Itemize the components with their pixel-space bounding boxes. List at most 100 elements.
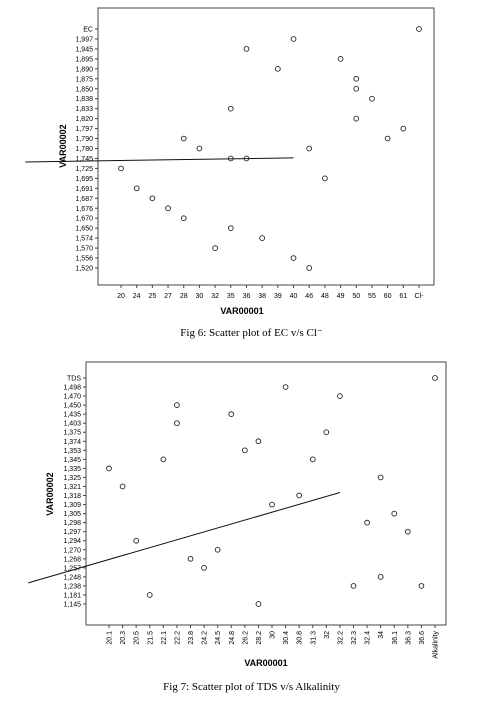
- x-tick-label: Alkalinity: [433, 631, 440, 659]
- x-axis-label: VAR00001: [244, 658, 287, 668]
- x-tick-label: 22.2: [174, 631, 181, 645]
- figure-ec-vs-cl: 1,520 1,556 1,570 1,574 1,650 1,670 1,676 1,687…: [0, 0, 503, 350]
- data-point: [416, 26, 422, 32]
- x-tick-label: 61: [399, 293, 407, 300]
- y-tick-label: 1,850: [75, 86, 93, 93]
- data-point: [400, 125, 407, 132]
- data-point: [133, 537, 140, 544]
- x-tick-label: 49: [337, 293, 345, 300]
- data-point: [282, 384, 289, 390]
- y-tick-label: 1,450: [63, 403, 81, 410]
- x-tick-label: 40: [290, 293, 298, 300]
- x-tick-label: 32: [211, 293, 219, 300]
- data-point: [274, 65, 281, 72]
- data-point: [322, 175, 328, 182]
- y-tick-label: 1,695: [75, 176, 93, 183]
- data-point: [309, 456, 316, 463]
- data-point: [228, 411, 235, 418]
- data-point: [391, 510, 398, 517]
- data-point: [201, 564, 207, 571]
- x-tick-label: 32.3: [351, 631, 358, 645]
- data-point: [118, 165, 124, 172]
- data-point: [353, 75, 360, 82]
- x-tick-label: 36: [243, 293, 251, 300]
- y-tick-label: 1,520: [75, 266, 93, 273]
- y-tick-label: 1,335: [63, 466, 81, 473]
- scatter-chart-ec-cl: 1,520 1,556 1,570 1,574 1,650 1,670 1,676 1,687…: [25, 7, 435, 316]
- x-tick-label: 35: [227, 293, 235, 300]
- data-point: [377, 574, 384, 580]
- x-tick-label: 27: [164, 293, 172, 300]
- data-point: [214, 546, 221, 553]
- y-axis-ticks: 1,145 1,181 1,238 1,248 1,257 1,268 1,270 1,294…: [63, 376, 86, 609]
- data-point: [364, 519, 370, 526]
- data-point: [259, 235, 266, 241]
- data-point: [212, 245, 218, 251]
- x-tick-label: 36.3: [405, 631, 412, 645]
- fit-line-group: [28, 492, 341, 584]
- x-tick-label: 31.3: [310, 631, 317, 645]
- y-tick-label: 1,309: [63, 502, 81, 509]
- x-tick-label: 46: [305, 293, 313, 300]
- x-tick-label: 48: [321, 293, 329, 300]
- y-tick-label: 1,650: [75, 226, 93, 233]
- x-tick-label: 20: [117, 293, 125, 300]
- x-tick-label: 24.2: [202, 631, 209, 645]
- x-tick-label: 34: [378, 631, 385, 639]
- x-tick-label: 38: [258, 293, 266, 300]
- y-axis-label: VAR00002: [58, 124, 68, 167]
- y-tick-label: 1,670: [75, 216, 93, 223]
- data-point: [174, 402, 180, 408]
- data-point: [432, 375, 438, 381]
- figure-tds-vs-alkalinity: 1,145 1,181 1,238 1,248 1,257 1,268 1,270 1,294…: [0, 350, 503, 698]
- y-tick-label: 1,997: [75, 36, 93, 43]
- figure-caption: Fig 7: Scatter plot of TDS v/s Alkalinit…: [163, 681, 340, 693]
- data-point: [119, 483, 126, 490]
- x-tick-label: 22.1: [161, 631, 168, 645]
- data-point: [337, 393, 343, 399]
- y-tick-label: 1,305: [63, 511, 81, 518]
- y-tick-label: 1,797: [75, 126, 93, 133]
- y-tick-label: 1,248: [63, 574, 81, 581]
- y-tick-label: 1,676: [75, 206, 93, 213]
- y-tick-label: 1,435: [63, 412, 81, 419]
- y-tick-label: 1,890: [75, 66, 93, 73]
- y-tick-label: 1,375: [63, 430, 81, 437]
- data-point: [350, 583, 357, 589]
- data-point: [353, 85, 360, 92]
- y-tick-label: 1,570: [75, 246, 93, 253]
- data-point: [227, 225, 234, 232]
- y-tick-label: TDS: [67, 376, 81, 383]
- x-tick-label: 55: [368, 293, 376, 300]
- x-tick-label: 23.8: [188, 631, 195, 645]
- x-tick-label: 30: [196, 293, 204, 300]
- data-point: [369, 95, 375, 102]
- plot-frame: [85, 361, 447, 626]
- data-point: [180, 215, 187, 222]
- y-tick-label: 1,838: [75, 96, 93, 103]
- x-tick-label: 32: [324, 631, 331, 639]
- y-tick-label: 1,687: [75, 196, 93, 203]
- y-axis-label: VAR00002: [45, 472, 55, 515]
- y-tick-label: 1,945: [75, 46, 93, 53]
- x-tick-label: 36.1: [392, 631, 399, 645]
- data-point: [196, 145, 203, 152]
- x-tick-label: 39: [274, 293, 282, 300]
- data-point: [165, 205, 171, 212]
- data-point: [296, 492, 303, 499]
- y-tick-label: 1,574: [75, 236, 93, 243]
- data-point: [255, 601, 262, 607]
- y-tick-label: 1,498: [63, 385, 81, 392]
- data-point: [384, 135, 391, 142]
- x-tick-label: 24: [133, 293, 141, 300]
- x-tick-label: 30: [270, 631, 277, 639]
- y-tick-label: 1,345: [63, 457, 81, 464]
- data-point: [377, 474, 384, 481]
- x-axis-ticks: 20.1 20.3 20.5 21.5 22.1 22.2 23.8 24.2 24.5 24.8…: [107, 625, 440, 659]
- y-tick-label: 1,556: [75, 256, 93, 263]
- y-tick-label: EC: [83, 27, 93, 34]
- x-tick-label: 24.5: [215, 631, 222, 645]
- y-tick-label: 1,268: [63, 556, 81, 563]
- y-tick-label: 1,325: [63, 475, 81, 482]
- data-point: [160, 456, 167, 463]
